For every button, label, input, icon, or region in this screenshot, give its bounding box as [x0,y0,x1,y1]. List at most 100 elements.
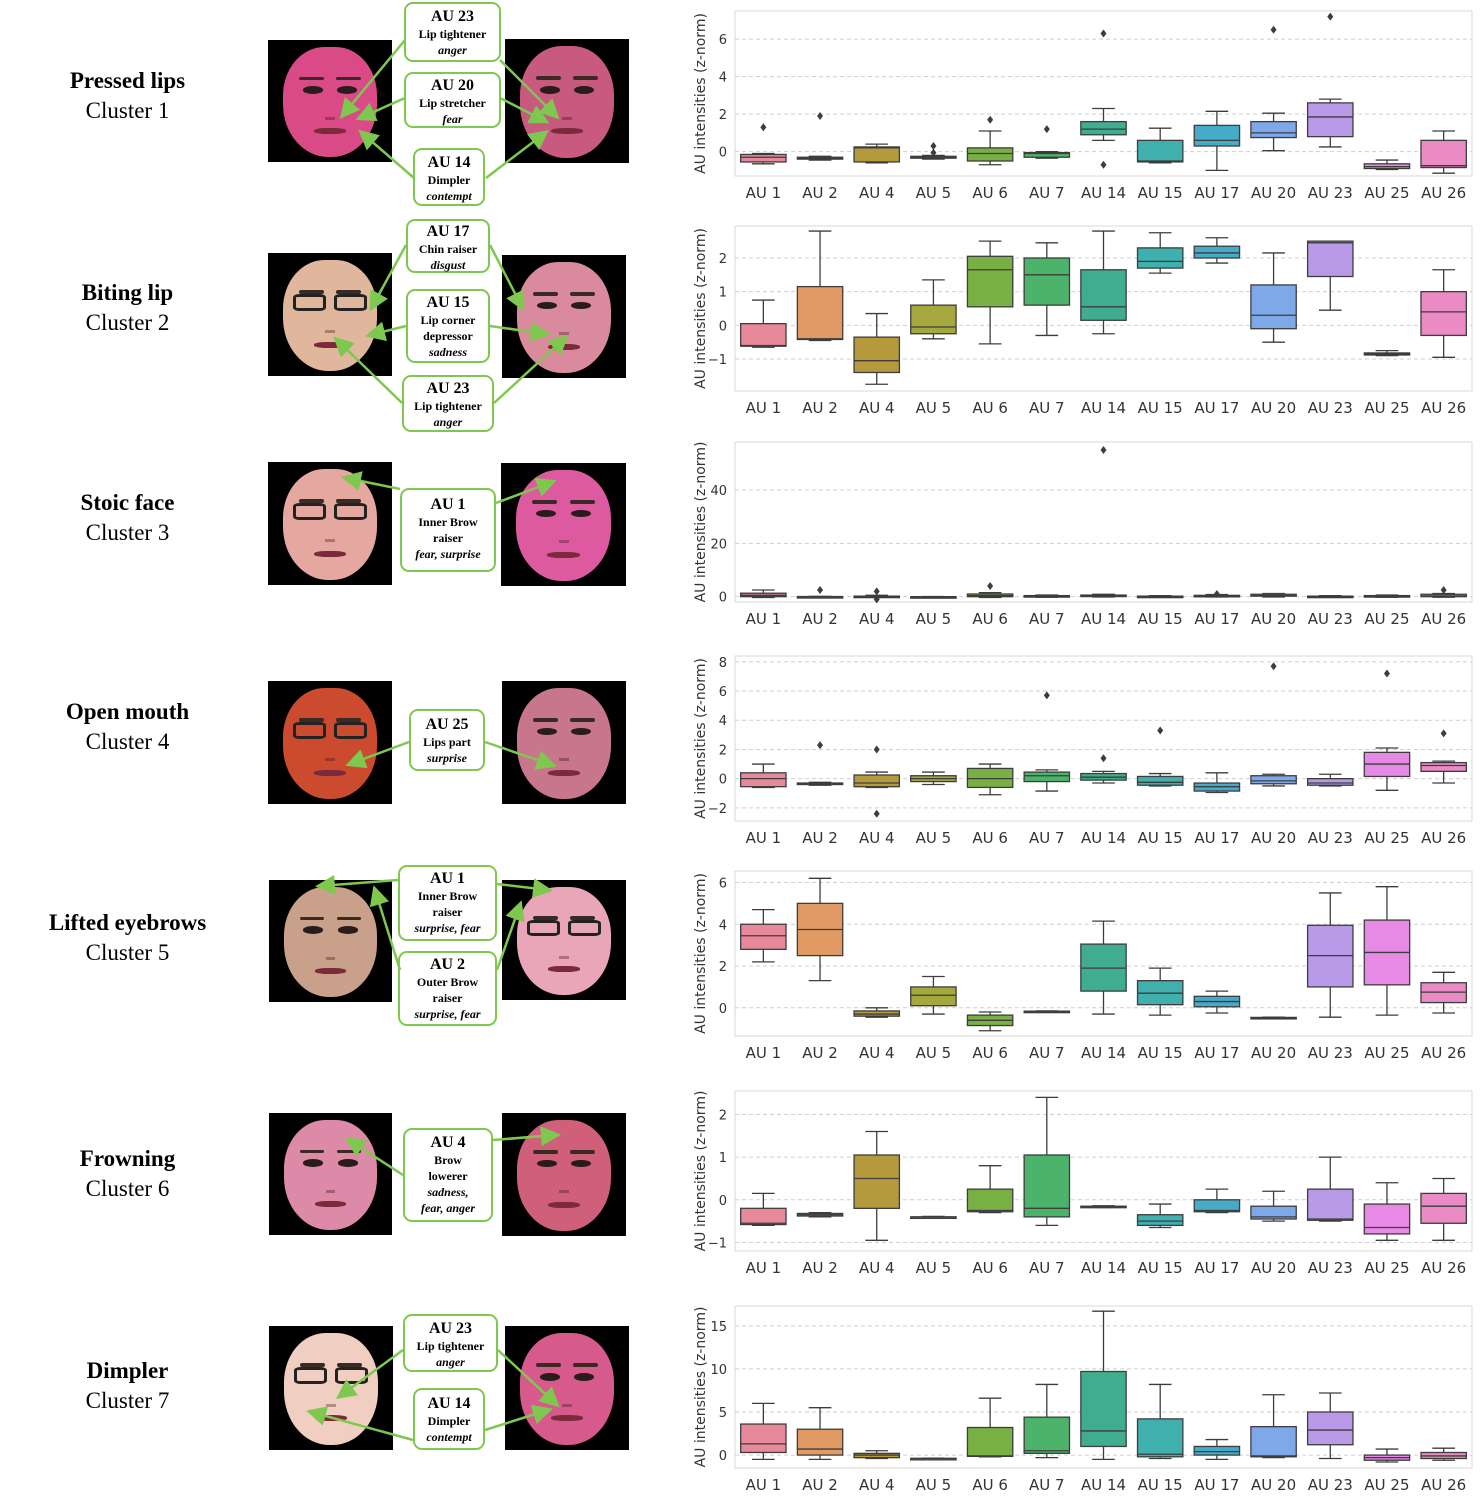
face-image-left [268,253,392,376]
au-description: Dimpler [427,1414,471,1428]
box-au-23 [1306,1188,1354,1221]
au-code: AU 4 [430,1134,466,1151]
au-description: Brow [434,1153,462,1167]
y-tick-label: 8 [719,656,727,671]
y-tick-label: 1 [719,1151,727,1166]
x-tick-label: AU 2 [802,829,838,847]
outlier-point [1440,586,1447,594]
plot-area [734,655,1473,822]
boxplot-chart-cluster-2: −1 0 1 2 AU intensities (z-norm) AU 1 AU 2 AU 4… [693,225,1473,417]
x-tick-label: AU 14 [1081,1476,1126,1494]
x-tick-label: AU 20 [1251,1044,1296,1062]
outlier-point [930,142,937,150]
box-au-25 [1363,1203,1411,1235]
x-tick-label: AU 25 [1364,1476,1409,1494]
x-tick-label: AU 6 [972,184,1008,202]
box-au-20 [1250,775,1297,785]
cluster-row-1: Pressed lips Cluster 1 [0,0,1481,215]
cluster-name: Open mouth [65,699,190,724]
cluster-label: Cluster 6 [85,1176,170,1201]
cluster-row-4: Open mouth Cluster 4 [0,645,1481,860]
box-au-14 [1080,1370,1127,1448]
x-tick-label: AU 17 [1194,1259,1239,1277]
x-tick-label: AU 26 [1421,1044,1466,1062]
au-description: raiser [432,991,463,1005]
au-code: AU 14 [427,154,471,171]
au-description: Lip stretcher [419,96,486,110]
x-tick-label: AU 1 [746,1476,782,1494]
x-tick-label: AU 4 [859,184,895,202]
box-au-7 [1023,1416,1071,1455]
face-image-left [268,681,392,804]
x-tick-label: AU 14 [1081,1044,1126,1062]
face-image-right [502,880,626,1000]
au-emotion: contempt [426,189,472,203]
au-annotation: AU 1 Inner Brow raiser surprise, fear [398,865,497,941]
x-tick-label: AU 14 [1081,399,1126,417]
au-annotation: AU 23 Lip tightener anger [402,375,494,432]
x-tick-label: AU 23 [1308,610,1353,628]
x-tick-label: AU 1 [746,610,782,628]
cluster-name: Dimpler [86,1358,169,1383]
x-tick-label: AU 20 [1251,1476,1296,1494]
y-tick-label: 0 [719,773,727,788]
box-au-23 [1306,1411,1354,1446]
au-code: AU 25 [425,716,469,733]
x-tick-label: AU 2 [802,1259,838,1277]
y-tick-label: 0 [719,1002,727,1017]
y-tick-label: 10 [710,1363,727,1378]
x-tick-label: AU 20 [1251,1259,1296,1277]
face-image-left [269,880,392,1002]
face-image-left [268,462,392,585]
box-au-6 [966,147,1014,162]
cluster-row-5: Lifted eyebrows Cluster 5 [0,860,1481,1075]
au-description: depressor [423,329,473,343]
x-tick-label: AU 20 [1251,829,1296,847]
au-description: lowerer [428,1169,468,1183]
boxplot-chart-cluster-1: 0 2 4 6 AU intensities (z-norm) AU 1 AU 2 AU 4 A… [693,10,1473,202]
x-tick-label: AU 15 [1138,399,1183,417]
x-tick-label: AU 4 [859,610,895,628]
x-tick-label: AU 6 [972,399,1008,417]
y-tick-label: −2 [708,802,727,817]
cluster-title-5: Lifted eyebrows Cluster 5 [0,908,255,968]
box-au-14 [1080,269,1127,321]
outlier-point [987,115,994,124]
outlier-point [1100,29,1107,38]
x-tick-label: AU 23 [1308,184,1353,202]
box-au-5 [910,304,957,335]
boxplot-chart-cluster-6: −1 0 1 2 AU intensities (z-norm) AU 1 AU 2 AU 4… [693,1090,1473,1277]
x-tick-label: AU 5 [916,1476,952,1494]
cluster-label: Cluster 7 [85,1388,170,1413]
au-emotion: surprise [426,751,467,765]
x-tick-label: AU 17 [1194,829,1239,847]
box-au-7 [1023,151,1071,158]
cluster-title-6: Frowning Cluster 6 [0,1144,255,1204]
y-tick-label: 6 [719,33,727,48]
box-au-23 [1306,778,1354,786]
x-tick-label: AU 14 [1081,610,1126,628]
x-tick-label: AU 23 [1308,399,1353,417]
x-tick-label: AU 17 [1194,610,1239,628]
y-tick-label: 0 [719,319,727,334]
au-annotation: AU 15 Lip corner depressor sadness [406,289,490,363]
x-tick-label: AU 26 [1421,184,1466,202]
face-image-left [269,1326,393,1450]
x-tick-label: AU 25 [1364,829,1409,847]
face-image-right [501,463,626,586]
au-annotation: AU 17 Chin raiser disgust [406,219,490,273]
outlier-point [1327,12,1334,21]
box-au-14 [1080,120,1127,136]
box-au-17 [1193,245,1241,259]
au-annotation: AU 23 Lip tightener anger [403,1314,498,1372]
cluster-title-2: Biting lip Cluster 2 [0,278,255,338]
x-tick-label: AU 20 [1251,610,1296,628]
x-tick-label: AU 6 [972,1044,1008,1062]
x-tick-label: AU 23 [1308,829,1353,847]
x-tick-label: AU 2 [802,1476,838,1494]
cluster-name: Lifted eyebrows [48,910,207,935]
au-code: AU 14 [427,1395,471,1412]
x-tick-label: AU 7 [1029,1476,1065,1494]
box-au-4 [853,146,901,163]
outlier-point [1043,691,1050,700]
